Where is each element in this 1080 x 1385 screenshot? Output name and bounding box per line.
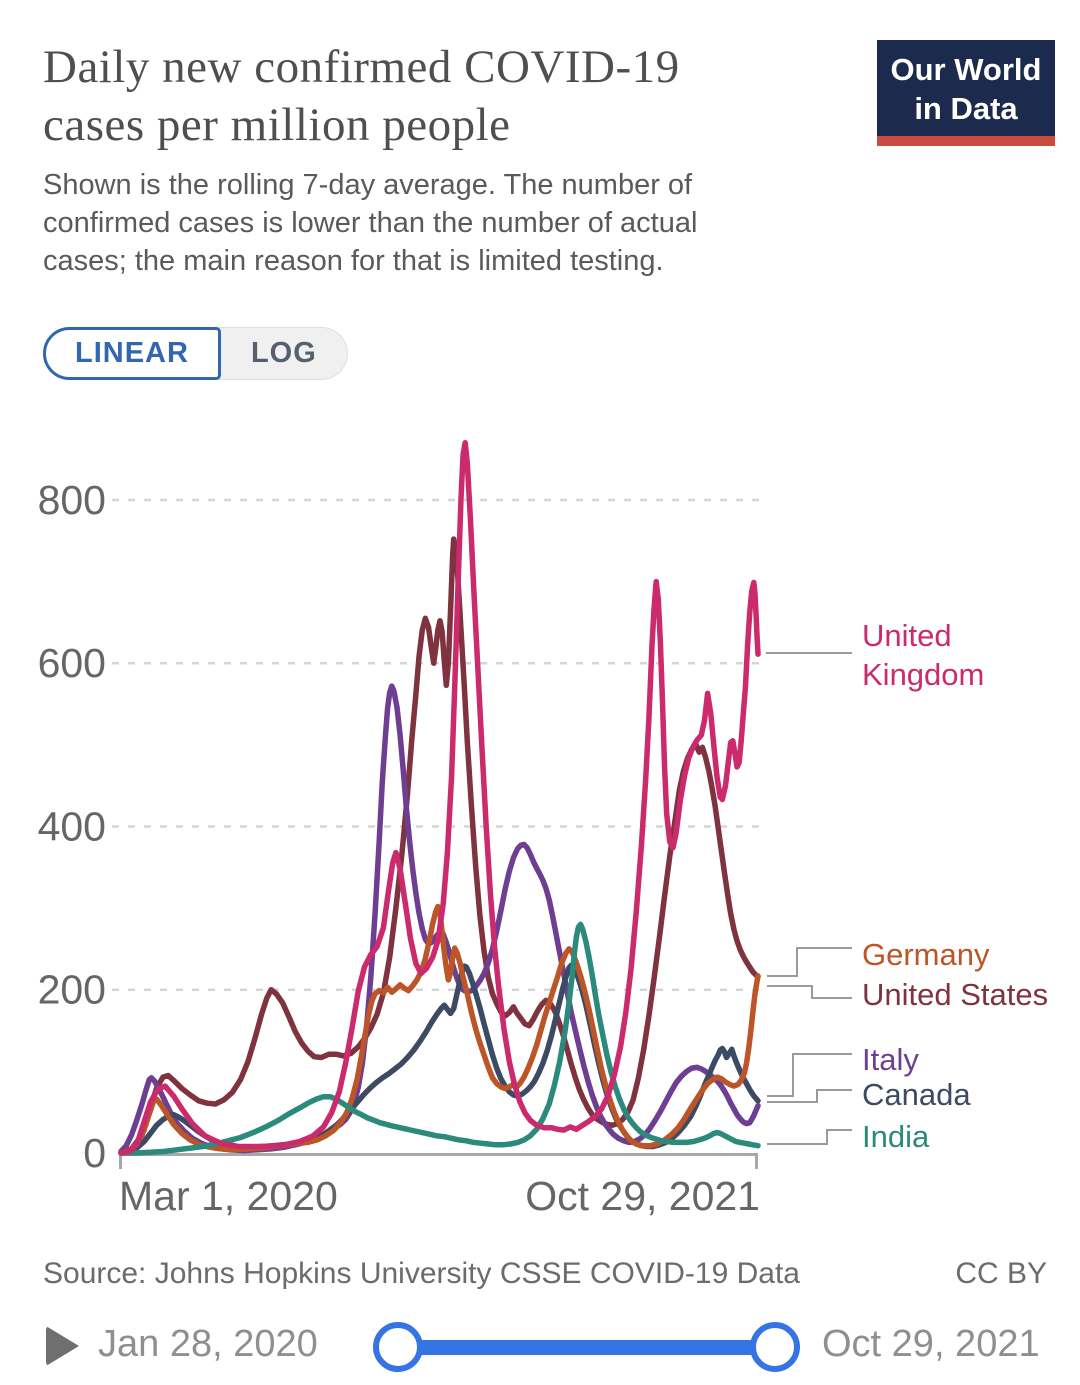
legend-connector-germany: [767, 947, 852, 977]
legend-label-germany[interactable]: Germany: [862, 937, 990, 972]
timeline-handle-start[interactable]: [373, 1322, 423, 1372]
legend-label-united-kingdom-line-2[interactable]: Kingdom: [862, 657, 984, 692]
play-button[interactable]: [46, 1326, 79, 1366]
series-line-india[interactable]: [118, 921, 761, 1156]
chart-subtitle-line-1: Shown is the rolling 7-day average. The …: [43, 169, 693, 201]
chart-title-line-1: Daily new confirmed COVID-19: [43, 41, 680, 93]
gridlines: [112, 498, 766, 991]
legend-connectors: [766, 652, 852, 1145]
legend-connector-india: [767, 1129, 852, 1145]
chart-title: Daily new confirmed COVID-19 cases per m…: [43, 38, 680, 154]
legend-connector-canada: [767, 1089, 852, 1103]
timeline-start-date: Jan 28, 2020: [98, 1323, 318, 1365]
timeline-handle-end[interactable]: [750, 1322, 800, 1372]
series-line-canada[interactable]: [118, 962, 761, 1156]
y-axis-tick-600: 600: [38, 640, 106, 686]
owid-logo-line-2: in Data: [914, 91, 1018, 126]
y-axis-tick-400: 400: [38, 803, 106, 849]
chart-subtitle-line-3: cases; the main reason for that is limit…: [43, 245, 664, 277]
timeline-slider-track[interactable]: [398, 1340, 775, 1355]
license-link[interactable]: CC BY: [955, 1257, 1047, 1290]
chart-subtitle-line-2: confirmed cases is lower than the number…: [43, 207, 698, 239]
x-axis-label-start: Mar 1, 2020: [119, 1173, 338, 1219]
legend-label-united-kingdom-line-1[interactable]: United: [862, 618, 952, 653]
scale-toggle: LINEAR LOG: [43, 327, 348, 380]
timeline-end-date: Oct 29, 2021: [822, 1323, 1040, 1365]
chart-title-line-2: cases per million people: [43, 99, 511, 151]
series-line-germany[interactable]: [118, 903, 761, 1156]
source-link[interactable]: Source: Johns Hopkins University CSSE CO…: [43, 1257, 800, 1290]
owid-logo-line-1: Our World: [890, 52, 1042, 87]
y-axis-tick-800: 800: [38, 477, 106, 523]
x-axis-label-end: Oct 29, 2021: [525, 1173, 760, 1219]
series-lines: [118, 440, 761, 1156]
y-axis-tick-labels: 0 200 400 600 800: [38, 477, 106, 1176]
owid-logo[interactable]: Our World in Data: [877, 40, 1055, 146]
legend-connector-united-states: [767, 985, 852, 999]
chart-subtitle: Shown is the rolling 7-day average. The …: [43, 166, 697, 280]
legend-label-india[interactable]: India: [862, 1119, 930, 1154]
log-scale-button[interactable]: LOG: [250, 337, 317, 369]
y-axis-tick-200: 200: [38, 967, 106, 1013]
legend-label-canada[interactable]: Canada: [862, 1077, 971, 1112]
line-chart: 0 200 400 600 800 Mar 1, 2020 Oct 29, 2021 U…: [38, 440, 1048, 1219]
y-axis-tick-0: 0: [83, 1130, 106, 1176]
series-line-united-kingdom[interactable]: [118, 440, 761, 1156]
legend-labels: United Kingdom Germany United States Ita…: [862, 618, 1048, 1154]
legend-label-united-states[interactable]: United States: [862, 977, 1048, 1012]
linear-scale-button[interactable]: LINEAR: [43, 327, 221, 380]
legend-label-italy[interactable]: Italy: [862, 1042, 919, 1077]
legend-connector-italy: [767, 1053, 852, 1097]
